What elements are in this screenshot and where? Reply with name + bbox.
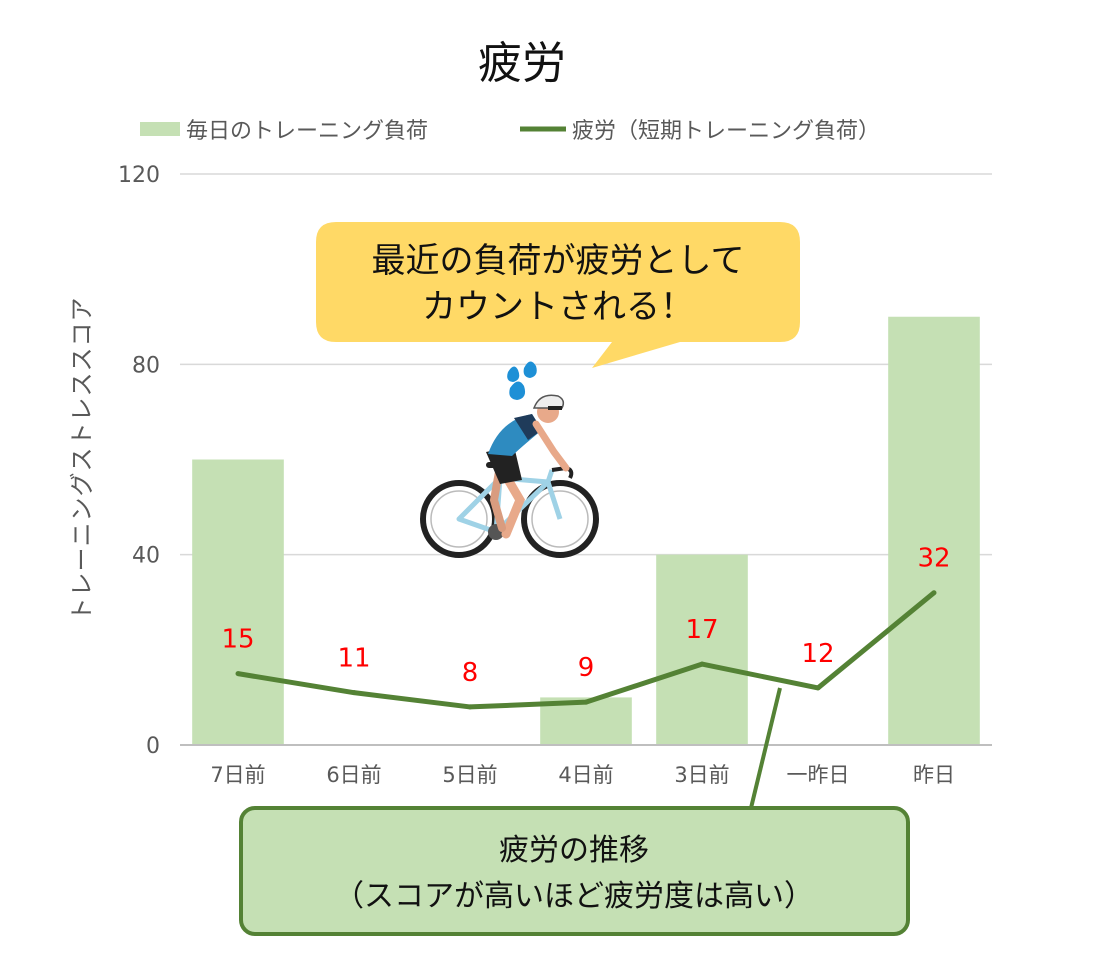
callout-bubble: 最近の負荷が疲労として カウントされる！ (316, 222, 800, 368)
x-axis-ticks: 7日前 6日前 5日前 4日前 3日前 一昨日 昨日 (210, 763, 955, 787)
x-tick-label: 3日前 (674, 763, 729, 787)
callout-background (316, 222, 800, 368)
gridlines (180, 173, 992, 556)
y-axis-label: トレーニングストレススコア (68, 297, 96, 622)
data-label: 12 (801, 639, 834, 669)
bar-series (192, 316, 980, 745)
line-series (235, 590, 937, 710)
note-line-1: 疲労の推移 (499, 833, 649, 868)
y-axis-ticks: 0 40 80 120 (118, 163, 160, 759)
data-label: 17 (685, 615, 718, 645)
y-tick-label: 80 (132, 353, 160, 378)
x-tick-label: 7日前 (210, 763, 265, 787)
y-tick-label: 120 (118, 163, 160, 188)
data-label: 8 (462, 658, 479, 688)
y-tick-label: 40 (132, 544, 160, 569)
data-label: 15 (221, 625, 254, 655)
bar (656, 554, 748, 745)
legend-label-line: 疲労（短期トレーニング負荷） (572, 119, 880, 144)
legend-label-bar: 毎日のトレーニング負荷 (186, 119, 428, 144)
legend-swatch-bar (140, 122, 180, 136)
data-label: 32 (917, 544, 950, 574)
note-background (239, 806, 910, 936)
data-label: 9 (578, 653, 595, 683)
callout-line-1: 最近の負荷が疲労として (372, 241, 745, 281)
line-point (815, 685, 821, 691)
legend: 毎日のトレーニング負荷 疲労（短期トレーニング負荷） (140, 119, 880, 144)
line-point (235, 671, 241, 677)
sweat-drops-icon (507, 361, 537, 400)
line-point (583, 699, 589, 705)
line-point (931, 590, 937, 596)
x-tick-label: 一昨日 (787, 763, 850, 787)
note-line-2: （スコアが高いほど疲労度は高い） (334, 879, 814, 914)
x-tick-label: 6日前 (326, 763, 381, 787)
note-pointer (749, 687, 782, 809)
line-point (351, 690, 357, 696)
bar (192, 459, 284, 745)
chart-title: 疲労 (478, 38, 566, 89)
cyclist-icon (420, 361, 599, 558)
line-point (467, 704, 473, 710)
note-box: 疲労の推移 （スコアが高いほど疲労度は高い） (239, 687, 910, 936)
bar (888, 316, 980, 745)
x-tick-label: 4日前 (558, 763, 613, 787)
y-tick-label: 0 (146, 734, 160, 759)
data-labels: 15 11 8 9 17 12 32 (221, 544, 950, 688)
line-point (699, 661, 705, 667)
callout-line-2: カウントされる！ (422, 287, 694, 327)
x-tick-label: 昨日 (913, 763, 955, 787)
x-tick-label: 5日前 (442, 763, 497, 787)
data-label: 11 (337, 644, 370, 674)
